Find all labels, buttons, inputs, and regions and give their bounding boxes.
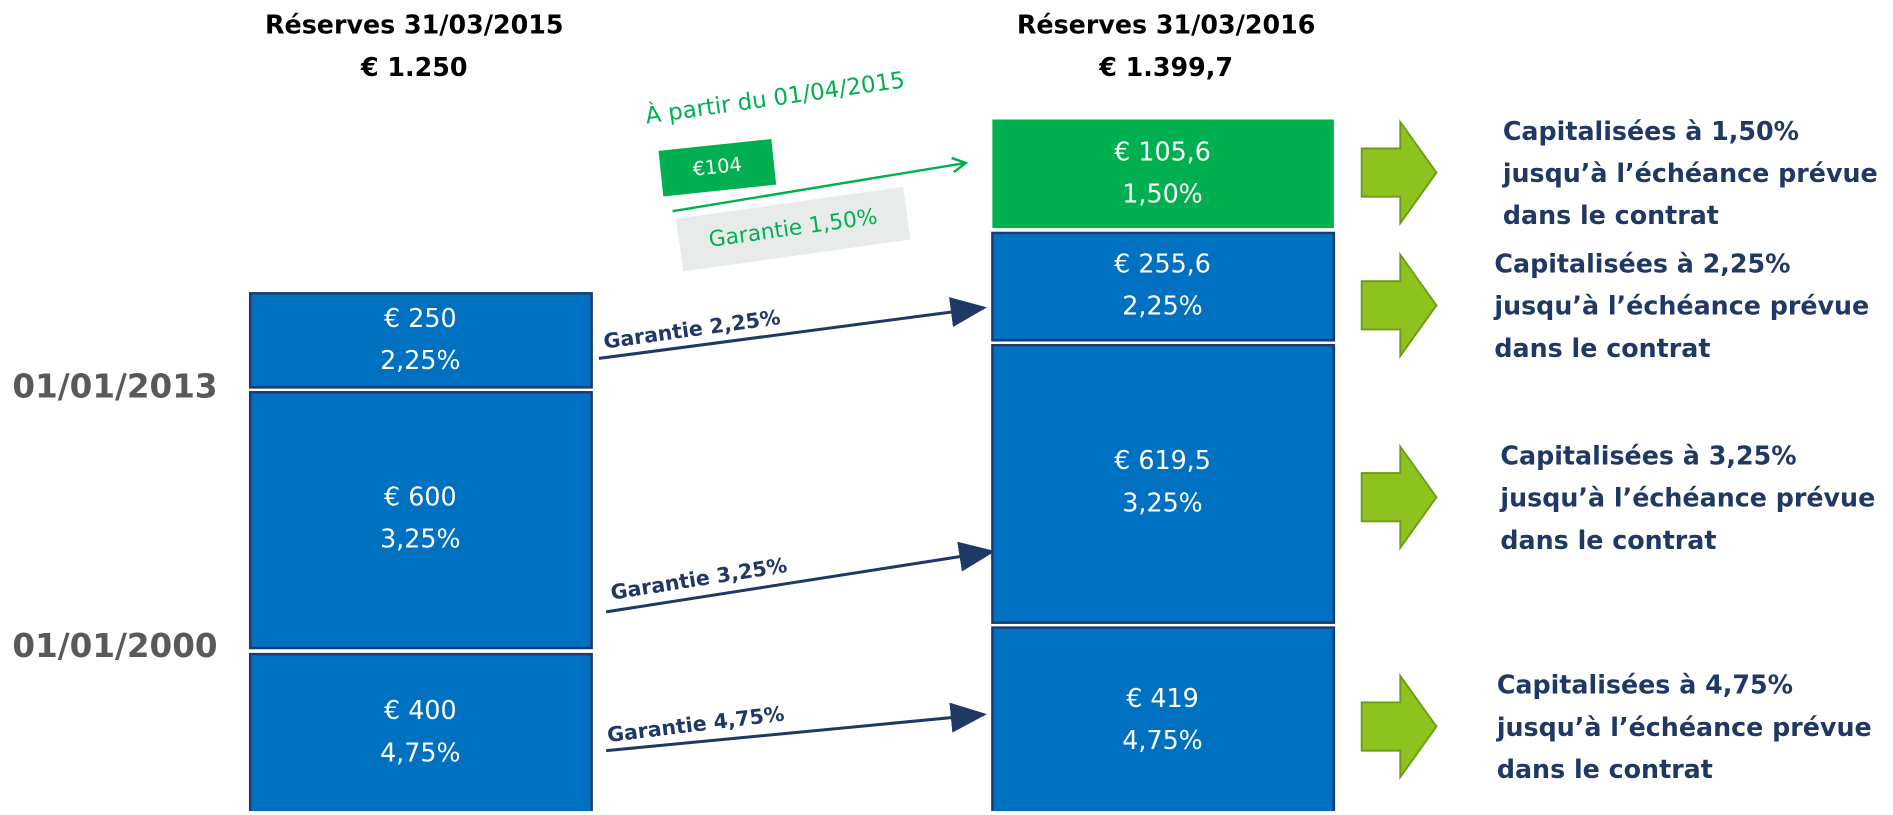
guarantee-box	[675, 186, 911, 272]
outcome-text: Capitalisées à 1,50%	[1503, 116, 1799, 146]
arrow	[605, 541, 996, 614]
header-total: € 1.399,7	[1098, 52, 1233, 82]
date-label: 01/01/2000	[12, 627, 217, 665]
arrow-label: Garantie 4,75%	[606, 702, 786, 748]
reserve-box	[991, 231, 1336, 342]
outcome-text: Capitalisées à 4,75%	[1497, 670, 1793, 700]
outcome-text: Capitalisées à 3,25%	[1500, 440, 1796, 470]
header-title: Réserves 31/03/2016	[1017, 10, 1316, 40]
box-rate: 2,25%	[380, 345, 460, 375]
outcome-text: jusqu’à l’échéance prévue	[1502, 158, 1878, 188]
reserve-box	[248, 391, 593, 650]
box-amount: € 105,6	[1114, 136, 1211, 166]
outcome-text: jusqu’à l’échéance prévue	[1496, 712, 1872, 742]
date-label: 01/01/2013	[12, 368, 217, 406]
green-arrow	[1360, 251, 1438, 359]
box-rate: 1,50%	[1122, 179, 1202, 209]
contribution-box	[658, 139, 777, 197]
contribution-amount: €104	[692, 153, 743, 181]
arrow	[606, 702, 987, 753]
box-amount: € 400	[384, 695, 457, 725]
box-amount: € 419	[1126, 683, 1199, 713]
box-rate: 3,25%	[380, 524, 460, 554]
arrow	[598, 297, 987, 360]
outcome-text: dans le contrat	[1494, 333, 1710, 363]
reserve-box	[991, 626, 1336, 815]
header-total: € 1.250	[360, 52, 468, 82]
new-contribution-caption: À partir du 01/04/2015	[643, 65, 906, 129]
box-rate: 3,25%	[1122, 487, 1202, 517]
box-amount: € 255,6	[1114, 249, 1211, 279]
box-rate: 4,75%	[380, 737, 460, 767]
box-amount: € 250	[384, 303, 457, 333]
box-rate: 2,25%	[1122, 291, 1202, 321]
box-rate: 4,75%	[1122, 725, 1202, 755]
arrow	[672, 163, 966, 213]
header-title: Réserves 31/03/2015	[265, 10, 564, 40]
outcome-text: dans le contrat	[1503, 200, 1719, 230]
box-amount: € 600	[384, 481, 457, 511]
outcome-text: jusqu’à l’échéance prévue	[1493, 291, 1869, 321]
box-amount: € 619,5	[1114, 445, 1211, 475]
reserve-box	[991, 343, 1336, 624]
green-arrow	[1360, 119, 1438, 227]
reserve-box	[992, 119, 1334, 229]
outcomes: Capitalisées à 1,50% jusqu’à l’échéance p…	[1360, 116, 1878, 784]
outcome-text: jusqu’à l’échéance prévue	[1499, 483, 1875, 513]
outcome-text: dans le contrat	[1500, 525, 1716, 555]
reserve-box	[248, 292, 593, 389]
reserve-box	[248, 652, 593, 815]
outcome-text: Capitalisées à 2,25%	[1494, 249, 1790, 279]
green-arrow	[1360, 443, 1438, 551]
green-arrow	[1360, 673, 1438, 781]
outcome-text: dans le contrat	[1497, 754, 1713, 784]
